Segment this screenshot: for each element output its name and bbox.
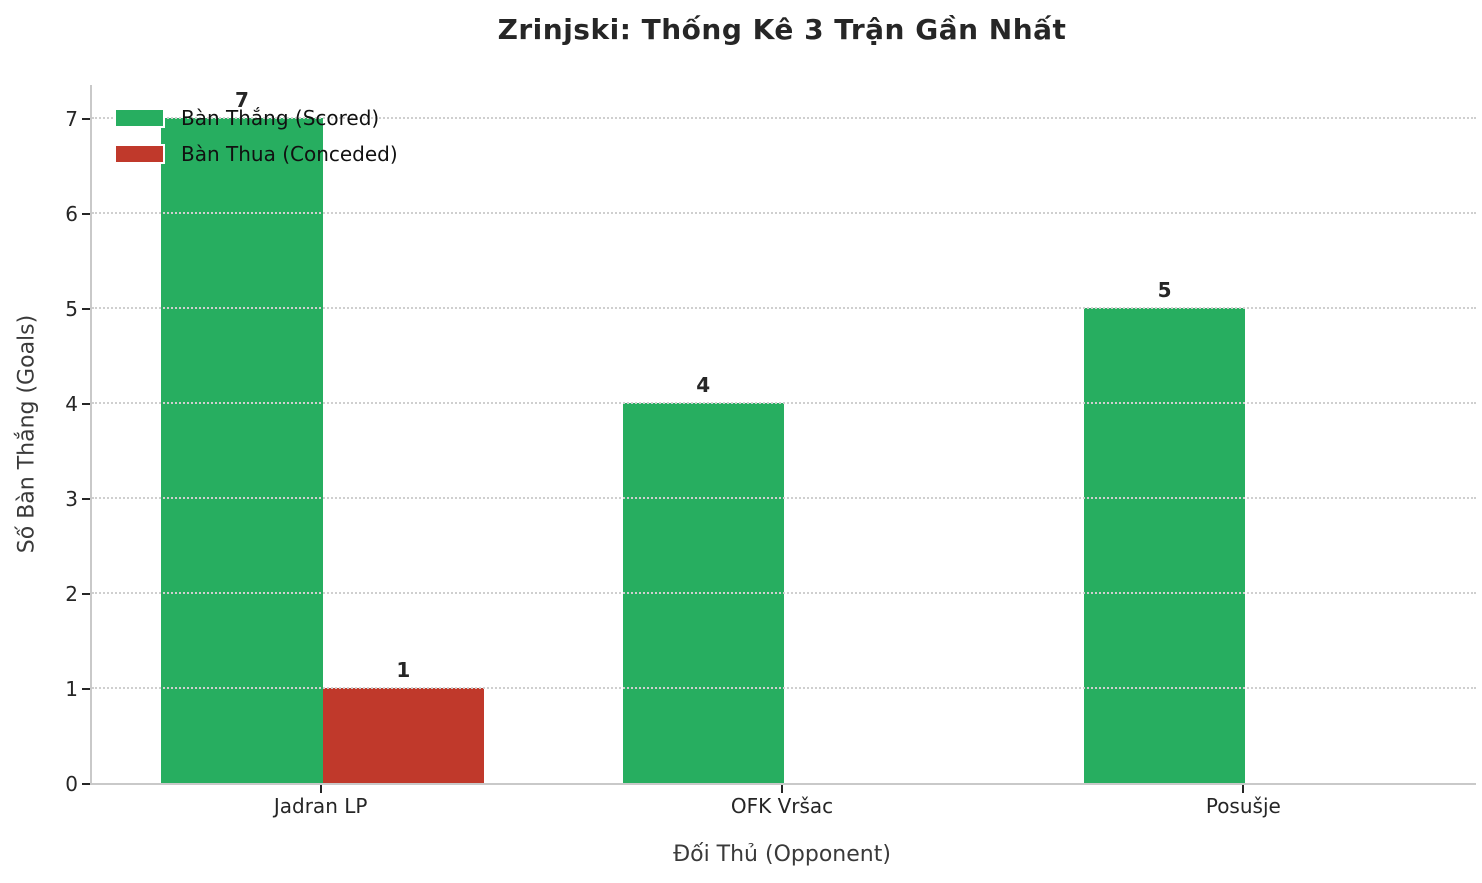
legend-row-scored: Bàn Thắng (Scored) xyxy=(114,106,398,130)
y-tick-mark xyxy=(82,498,90,501)
legend: Bàn Thắng (Scored) Bàn Thua (Conceded) xyxy=(114,106,398,178)
y-axis-label: Số Bàn Thắng (Goals) xyxy=(14,314,40,554)
y-tick-label: 2 xyxy=(65,582,78,607)
y-tick-mark xyxy=(82,213,90,216)
bar-conceded-0 xyxy=(322,688,485,783)
chart-title: Zrinjski: Thống Kê 3 Trận Gần Nhất xyxy=(497,13,1067,46)
bar-scored-2 xyxy=(1083,308,1246,783)
bar-value-label: 4 xyxy=(696,373,711,398)
y-tick-label: 7 xyxy=(65,107,78,132)
bar-scored-1 xyxy=(622,403,784,783)
bar-scored-0 xyxy=(161,118,323,783)
x-tick-label: Posušje xyxy=(1205,794,1281,818)
legend-swatch-scored xyxy=(114,108,165,128)
y-tick-label: 5 xyxy=(65,297,78,322)
y-tick-label: 0 xyxy=(65,772,78,796)
y-tick-mark xyxy=(82,118,90,121)
y-tick-label: 6 xyxy=(65,202,78,227)
legend-swatch-conceded xyxy=(114,144,165,164)
y-tick-label: 3 xyxy=(65,487,78,512)
x-tick-mark xyxy=(781,785,783,793)
x-tick-label: Jadran LP xyxy=(273,794,368,818)
legend-row-conceded: Bàn Thua (Conceded) xyxy=(114,142,398,166)
y-tick-mark xyxy=(82,783,90,785)
x-tick-label: OFK Vršac xyxy=(730,794,834,818)
legend-label-scored: Bàn Thắng (Scored) xyxy=(181,106,380,130)
y-tick-label: 1 xyxy=(65,677,78,702)
x-tick-mark xyxy=(1242,785,1245,793)
y-tick-mark xyxy=(82,403,90,406)
bar-value-label: 5 xyxy=(1157,278,1172,303)
bar-value-label: 1 xyxy=(396,658,411,683)
y-tick-label: 4 xyxy=(65,392,78,417)
y-tick-mark xyxy=(82,308,90,311)
plot-area: 7 1 4 5 Bàn Thắng (Scored) Bàn Thua (Conced… xyxy=(90,85,1476,785)
legend-label-conceded: Bàn Thua (Conceded) xyxy=(181,142,398,166)
y-tick-mark xyxy=(82,688,90,691)
bar-value-label: 7 xyxy=(234,88,249,113)
x-axis-label: Đối Thủ (Opponent) xyxy=(673,842,891,867)
y-tick-mark xyxy=(82,593,90,596)
x-tick-mark xyxy=(319,785,322,793)
